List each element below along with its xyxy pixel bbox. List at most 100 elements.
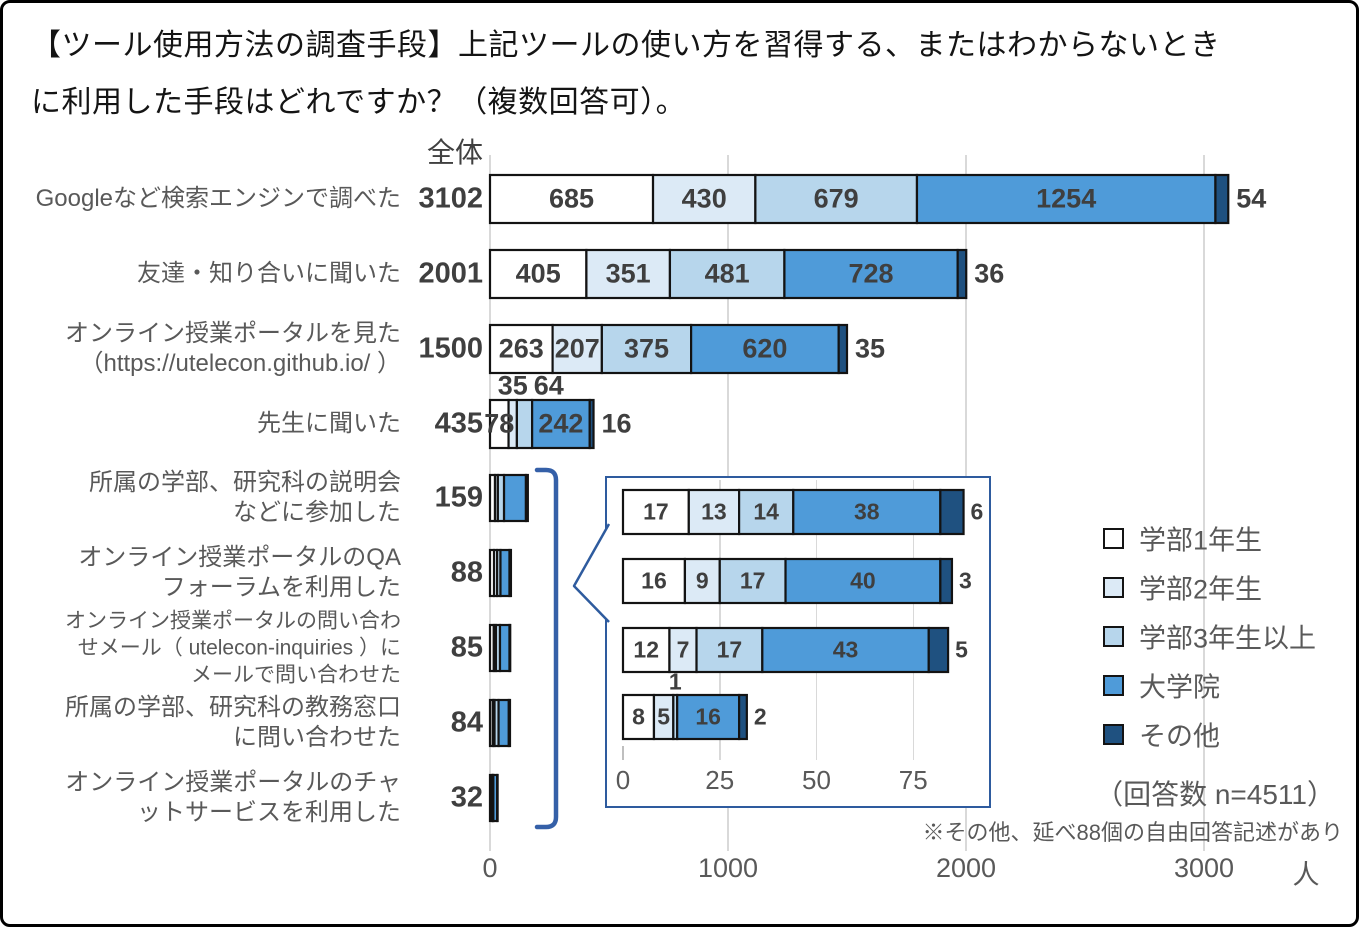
bar-segment — [492, 773, 499, 823]
legend-swatch — [1103, 527, 1124, 549]
bar-value-label: 64 — [533, 370, 564, 401]
respondents-note: （回答数 n=4511） — [1095, 779, 1335, 810]
bar-value-label: 481 — [704, 258, 750, 289]
legend-item-label: 学部2年生 — [1139, 574, 1263, 605]
bar-value-label: 35 — [497, 370, 528, 401]
bar-segment — [492, 548, 499, 598]
legend-item-label: 学部1年生 — [1139, 525, 1263, 556]
category-label: オンライン授業ポータルのチャ ットサービスを利用した — [65, 769, 401, 826]
legend-item-label: 大学院 — [1139, 672, 1220, 703]
legend-swatch — [1103, 723, 1124, 745]
bar-value-label: 263 — [498, 333, 544, 364]
bar-value-label: 54 — [1236, 183, 1267, 214]
legend-swatch — [1103, 576, 1124, 598]
bar-value-label: 728 — [848, 258, 894, 289]
bar-value-label: 5 — [657, 703, 671, 730]
bar-segment — [1214, 173, 1230, 225]
bar-value-label: 12 — [633, 636, 660, 663]
inset-callout-pointer — [572, 523, 611, 623]
bar-value-label: 6 — [970, 498, 984, 525]
bar-segment — [498, 623, 511, 673]
bar-value-label: 16 — [695, 703, 721, 730]
bar-value-label: 17 — [643, 498, 669, 525]
chart-title-line1: 【ツール使用方法の調査手段】上記ツールの使い方を習得する、またはわからないとき — [31, 29, 1221, 62]
chart-title: 【ツール使用方法の調査手段】上記ツールの使い方を習得する、またはわからないとき … — [31, 17, 1341, 131]
bar-value-label: 405 — [515, 258, 561, 289]
bar-segment — [515, 398, 534, 450]
overall-column-header: 全体 — [426, 137, 483, 168]
bar-segment — [490, 773, 495, 823]
legend-item-label: 学部3年生以上 — [1139, 623, 1317, 654]
bar-value-label: 2 — [753, 703, 767, 730]
category-label: 友達・知り合いに聞いた — [137, 260, 401, 287]
legend-swatch — [1103, 625, 1124, 647]
inset-axis-tick-label: 50 — [802, 765, 831, 795]
bar-segment — [494, 623, 502, 673]
overall-value: 159 — [434, 481, 483, 514]
bar-segment — [493, 473, 499, 523]
bar-value-label: 78 — [484, 408, 515, 439]
bar-value-label: 36 — [974, 258, 1005, 289]
axis-tick-label: 0 — [482, 853, 498, 883]
bar-value-label: 1254 — [1036, 183, 1097, 214]
category-label: 所属の学部、研究科の説明会 などに参加した — [89, 469, 401, 526]
bar-value-label: 17 — [716, 636, 743, 663]
bar-value-label: 14 — [753, 498, 779, 525]
bar-value-label: 35 — [855, 333, 886, 364]
bar-segment — [497, 698, 510, 748]
small-categories-bracket — [534, 467, 559, 830]
bar-value-label: 3 — [958, 567, 972, 594]
category-label: オンライン授業ポータルを見た （https://utelecon.github.i… — [65, 320, 401, 377]
category-label: オンライン授業ポータルのQA フォーラムを利用した — [78, 544, 401, 601]
gridline — [489, 155, 491, 851]
bar-segment — [491, 698, 496, 748]
bar-value-label: 38 — [854, 498, 880, 525]
bar-segment — [507, 698, 512, 748]
chart-title-line2: に利用した手段はどれですか？（複数回答可）。 — [31, 86, 687, 119]
overall-value: 435 — [434, 407, 483, 440]
bar-value-label: 351 — [605, 258, 651, 289]
category-label: Googleなど検索エンジンで調べた — [35, 185, 401, 212]
bar-value-label: 9 — [695, 567, 709, 594]
bar-value-label: 685 — [548, 183, 595, 214]
legend-swatch — [1103, 674, 1124, 696]
bar-segment — [496, 548, 502, 598]
bar-segment — [496, 473, 506, 523]
overall-value: 84 — [450, 706, 483, 739]
bar-segment — [499, 548, 511, 598]
inset-gridline — [912, 480, 914, 760]
bar-value-label: 7 — [676, 636, 690, 663]
bar-value-label: 17 — [739, 567, 766, 594]
bar-value-label: 5 — [955, 636, 968, 663]
bar-value-label: 430 — [681, 183, 727, 214]
axis-tick-label: 1000 — [697, 853, 759, 883]
bar-segment — [588, 398, 595, 450]
inset-axis-tick-label: 75 — [898, 765, 928, 795]
bar-value-label: 1 — [668, 668, 682, 695]
category-label: 先生に聞いた — [257, 410, 401, 437]
bar-segment — [502, 473, 528, 523]
inset-axis-tick-label: 0 — [615, 765, 631, 795]
inset-gridline — [719, 480, 721, 760]
category-label: 所属の学部、研究科の教務窓口 に問い合わせた — [65, 694, 401, 751]
bar-segment — [508, 548, 513, 598]
bar-value-label: 375 — [623, 333, 670, 364]
bar-value-label: 16 — [601, 408, 632, 439]
axis-tick-label: 3000 — [1173, 853, 1235, 883]
overall-value: 88 — [450, 556, 483, 589]
footnote: ※その他、延べ88個の自由回答記述があり — [922, 820, 1343, 845]
axis-unit-label: 人 — [1292, 860, 1320, 890]
inset-axis-tick-label: 25 — [705, 765, 735, 795]
category-label: オンライン授業ポータルの問い合わ せメール（ utelecon-inquiries… — [65, 609, 401, 687]
bar-value-label: 43 — [832, 636, 859, 663]
bar-segment — [493, 698, 500, 748]
legend-item-label: その他 — [1139, 721, 1220, 752]
overall-value: 2001 — [418, 257, 483, 290]
bar-value-label: 679 — [813, 183, 859, 214]
bar-segment — [492, 623, 498, 673]
inset-gridline — [815, 480, 818, 760]
inset-zoom-box — [605, 476, 991, 808]
overall-value: 1500 — [418, 332, 483, 365]
overall-value: 85 — [450, 631, 483, 664]
